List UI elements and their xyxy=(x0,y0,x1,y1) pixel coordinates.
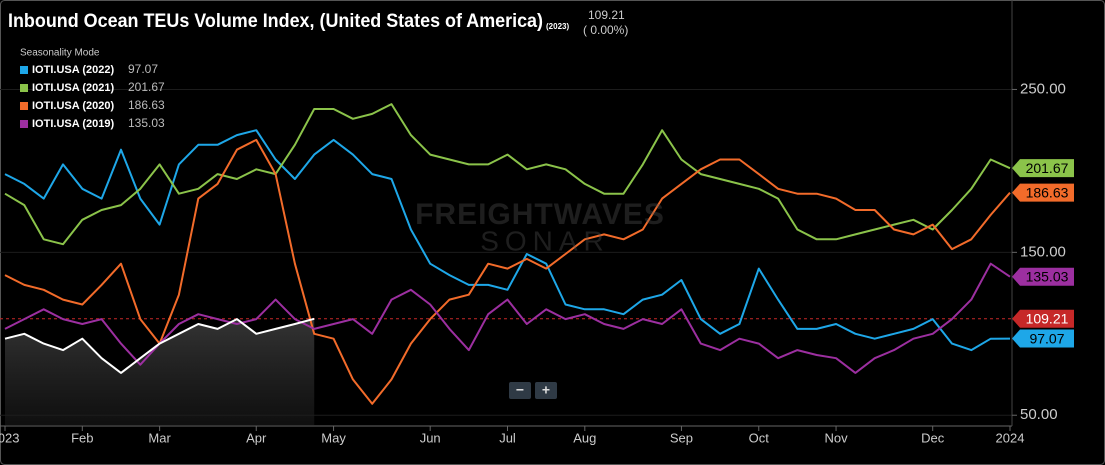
zoom-in-label[interactable]: + xyxy=(542,382,550,398)
value-tag-label: 109.21 xyxy=(1026,310,1069,326)
legend-label: IOTI.USA (2021) xyxy=(32,82,114,94)
y-tick-label: 250.00 xyxy=(1020,80,1066,97)
value-tag-label: 186.63 xyxy=(1026,184,1069,200)
area-shade xyxy=(5,318,315,425)
legend-swatch xyxy=(20,120,28,128)
zoom-out-label[interactable]: − xyxy=(516,382,524,398)
x-tick-label: Oct xyxy=(749,430,770,445)
x-tick-label: Aug xyxy=(573,430,596,445)
series-line xyxy=(4,138,1011,405)
legend-value: 186.63 xyxy=(128,98,165,112)
value-tag-label: 135.03 xyxy=(1026,268,1069,284)
title-year: (2023) xyxy=(546,22,569,31)
legend-value: 97.07 xyxy=(128,62,158,76)
legend: IOTI.USA (2022) 97.07 IOTI.USA (2021) 201.6… xyxy=(20,62,165,130)
x-tick-label: Feb xyxy=(71,430,93,445)
value-tag xyxy=(1012,183,1074,202)
change: ( 0.00%) xyxy=(583,23,628,37)
plot-area xyxy=(0,88,1012,425)
legend-label: IOTI.USA (2020) xyxy=(32,100,114,112)
legend-swatch xyxy=(20,66,28,74)
legend-swatch xyxy=(20,84,28,92)
x-tick-label: Jun xyxy=(420,430,441,445)
series-line xyxy=(4,262,1011,374)
x-tick-label: 2024 xyxy=(996,430,1025,445)
x-tick-label: Nov xyxy=(824,430,848,445)
legend-title: Seasonality Mode xyxy=(20,48,100,59)
value-tag xyxy=(1012,309,1074,328)
value-tag xyxy=(1012,329,1074,348)
value-tag-label: 201.67 xyxy=(1026,160,1069,176)
current-value: 109.21 xyxy=(588,8,625,22)
x-tick-label: Jul xyxy=(499,430,516,445)
legend-value: 201.67 xyxy=(128,80,165,94)
zoom-in-button[interactable] xyxy=(535,382,557,399)
x-tick-label: Dec xyxy=(921,430,945,445)
chart-title: Inbound Ocean TEUs Volume Index, (United… xyxy=(8,11,543,32)
y-tick-label: 50.00 xyxy=(1020,406,1058,423)
x-tick-label: May xyxy=(321,430,346,445)
series-line xyxy=(4,103,1011,246)
x-tick-label: Apr xyxy=(246,430,267,445)
legend-label: IOTI.USA (2022) xyxy=(32,64,114,76)
value-tag xyxy=(1012,267,1074,286)
x-tick-label: Mar xyxy=(148,430,171,445)
zoom-out-button[interactable] xyxy=(509,382,531,399)
watermark: FREIGHTWAVES xyxy=(415,198,665,231)
x-tick-label: 2023 xyxy=(0,430,19,445)
legend-swatch xyxy=(20,102,28,110)
watermark: SONAR xyxy=(480,225,610,256)
legend-value: 135.03 xyxy=(128,116,165,130)
y-tick-label: 150.00 xyxy=(1020,243,1066,260)
series-line xyxy=(4,317,315,374)
value-tag-label: 97.07 xyxy=(1029,330,1064,346)
x-tick-label: Sep xyxy=(670,430,693,445)
legend-label: IOTI.USA (2019) xyxy=(32,118,114,130)
value-tag xyxy=(1012,159,1074,178)
